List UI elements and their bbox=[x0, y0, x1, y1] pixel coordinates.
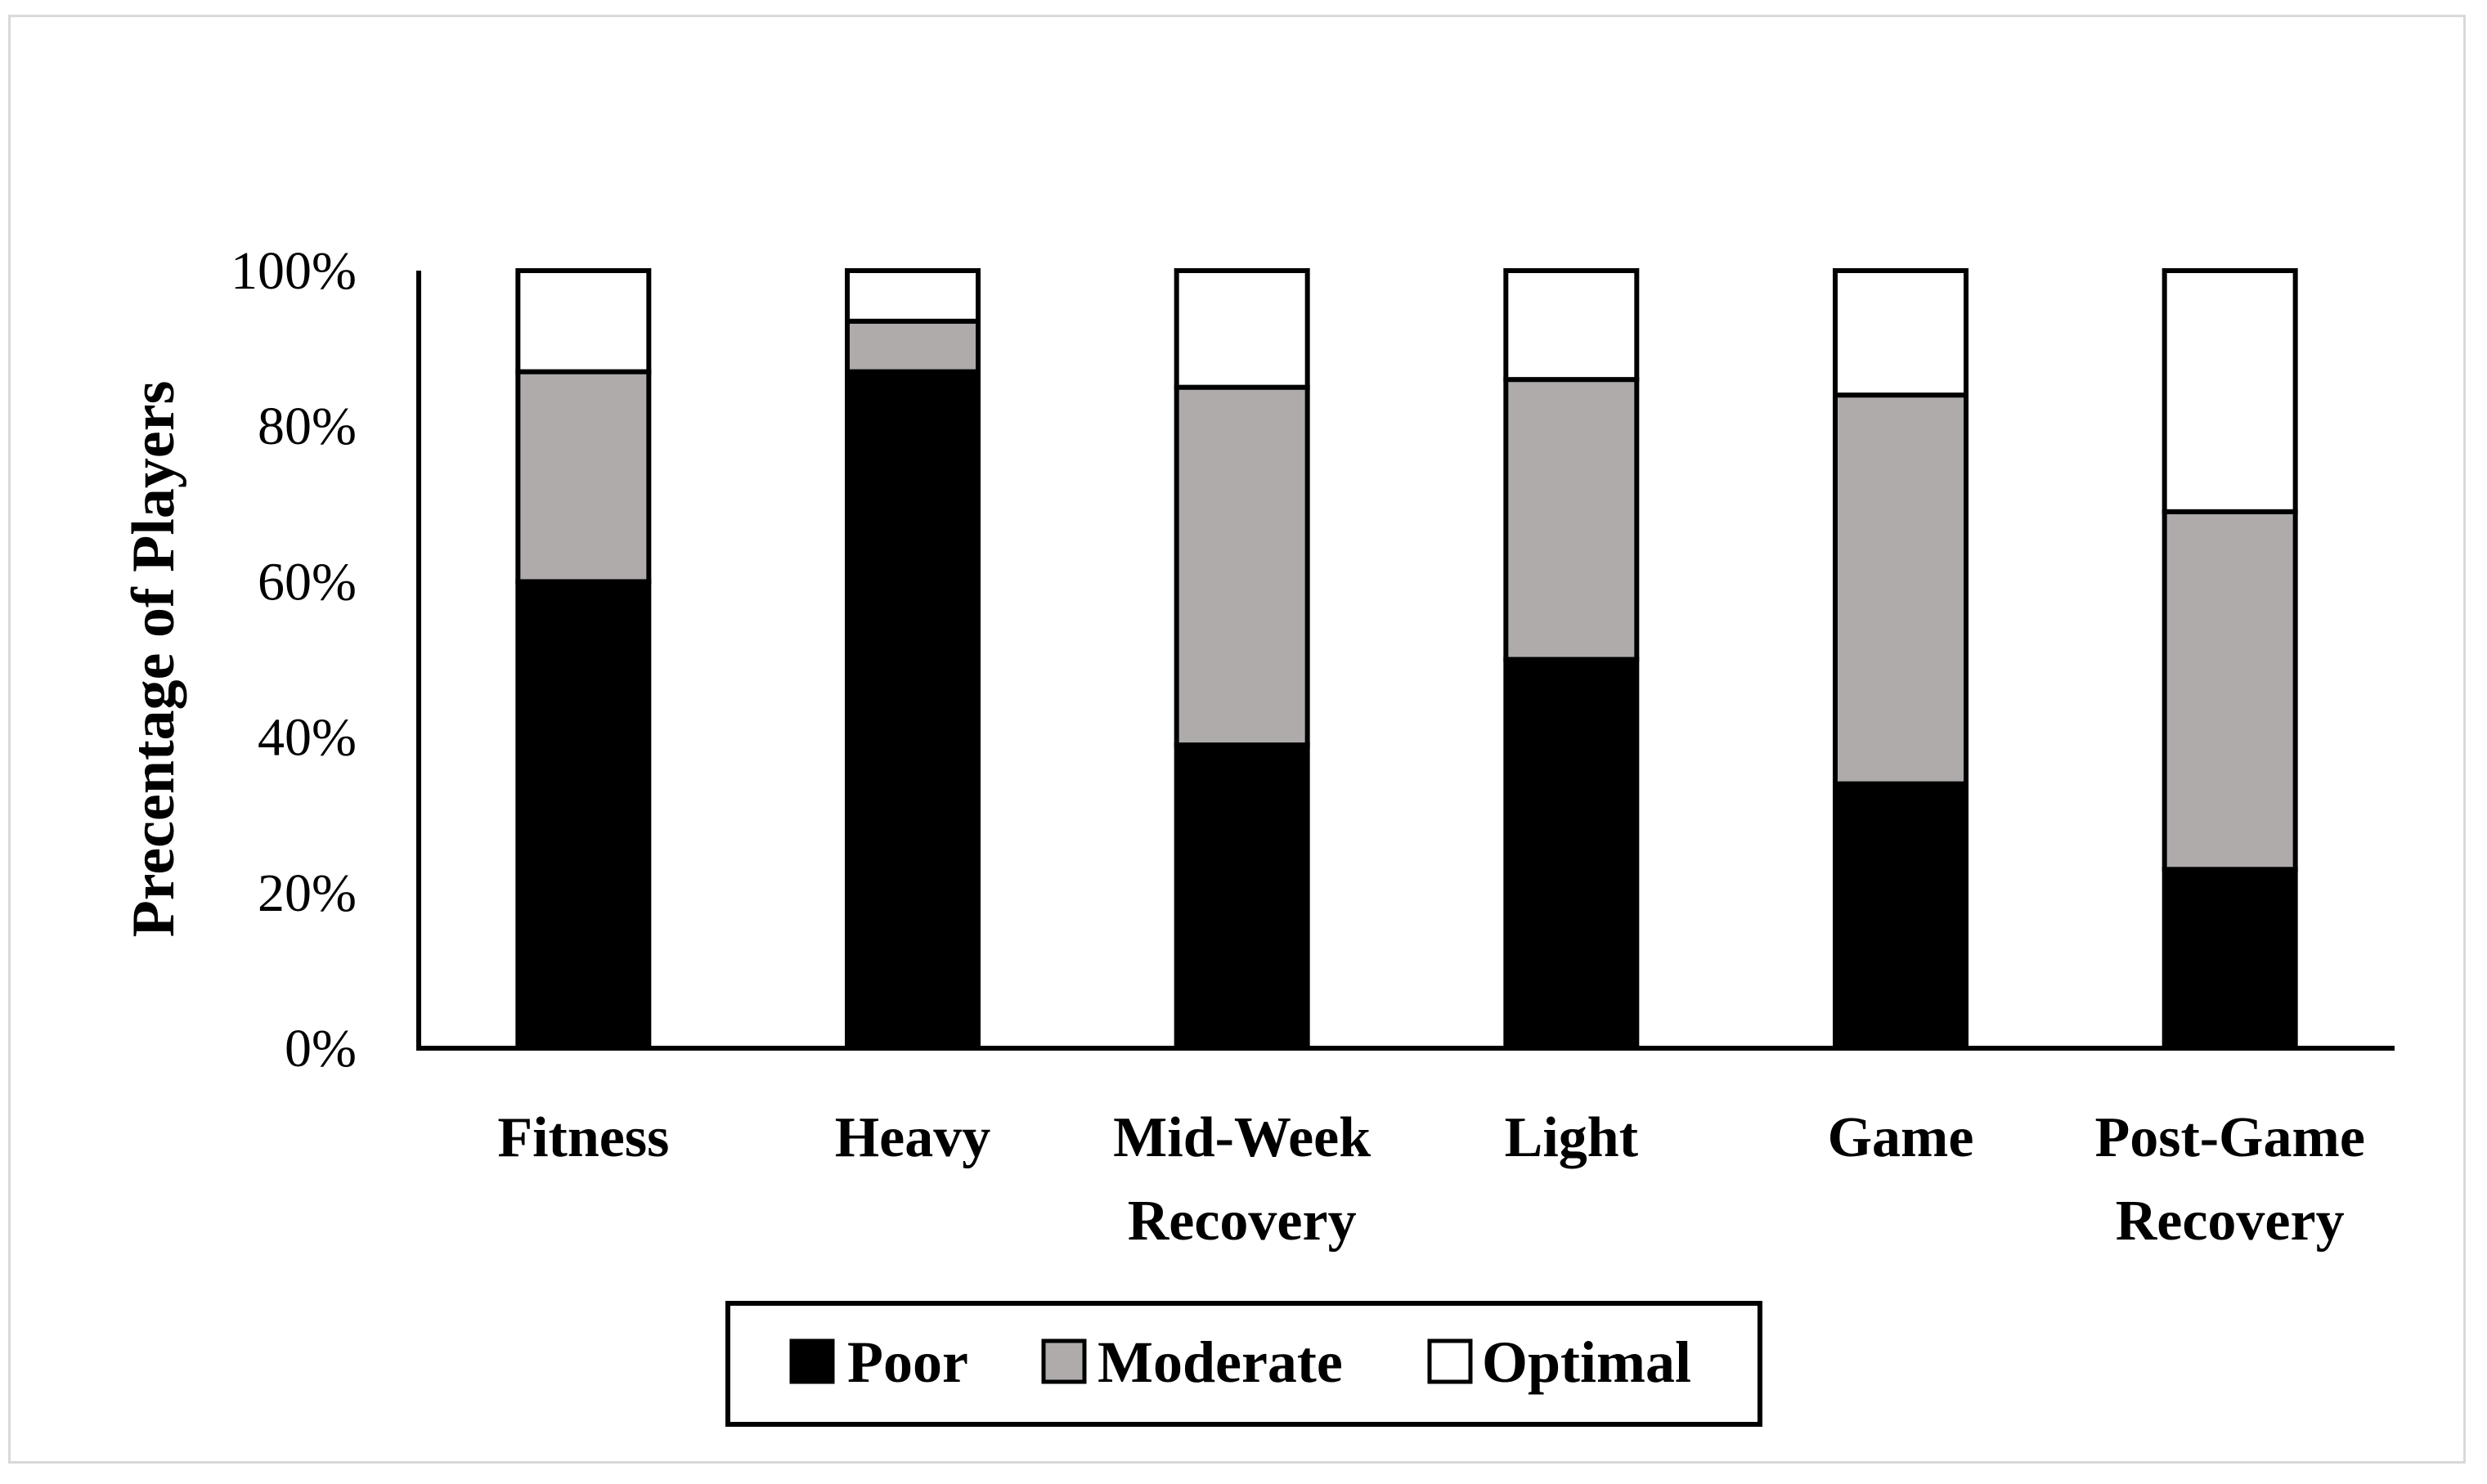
legend-swatch-moderate bbox=[1041, 1338, 1087, 1384]
axes bbox=[416, 271, 2395, 1051]
category-label: Light bbox=[1505, 1106, 1638, 1169]
bar-poor-heavy bbox=[845, 369, 981, 1051]
category-label: Recovery bbox=[1128, 1190, 1357, 1253]
category-label: Post-Game bbox=[2094, 1106, 2364, 1169]
bar-optimal-light bbox=[1503, 268, 1640, 383]
legend-label-moderate: Moderate bbox=[1098, 1329, 1343, 1395]
bar-optimal-fitness bbox=[515, 268, 652, 374]
bar-poor-fitness bbox=[515, 579, 652, 1051]
bar-moderate-light bbox=[1503, 377, 1640, 662]
y-axis-title: Precentage of Players bbox=[120, 381, 187, 938]
y-tick-label: 60% bbox=[258, 552, 357, 612]
legend-swatch-optimal bbox=[1427, 1338, 1473, 1384]
legend-label-poor: Poor bbox=[847, 1329, 968, 1395]
bar-optimal-mid-week-recovery bbox=[1174, 268, 1310, 390]
bar-optimal-game bbox=[1833, 268, 1969, 398]
legend-swatch-poor bbox=[789, 1338, 835, 1384]
legend-box bbox=[725, 1301, 1762, 1427]
bar-moderate-fitness bbox=[515, 369, 652, 585]
bars bbox=[515, 268, 2298, 1051]
category-label: Game bbox=[1828, 1106, 1974, 1169]
category-label: Mid-Week bbox=[1113, 1106, 1371, 1169]
category-label: Recovery bbox=[2116, 1190, 2345, 1253]
y-tick-label: 40% bbox=[258, 708, 357, 768]
category-labels: Fitness Heavy Mid-Week Recovery Light Game Pos… bbox=[497, 1106, 2365, 1253]
bar-moderate-mid-week-recovery bbox=[1174, 384, 1310, 748]
y-tick-labels: 0% 20% 40% 60% 80% 100% bbox=[231, 241, 357, 1078]
y-tick-label: 100% bbox=[231, 241, 357, 301]
legend: Poor Moderate Optimal bbox=[725, 1301, 1762, 1427]
bar-poor-post-game-recovery bbox=[2162, 867, 2298, 1051]
bar-moderate-heavy bbox=[845, 318, 981, 374]
bar-poor-mid-week-recovery bbox=[1174, 742, 1310, 1051]
category-label: Heavy bbox=[835, 1106, 991, 1169]
bar-poor-game bbox=[1833, 781, 1969, 1051]
bar-optimal-heavy bbox=[845, 268, 981, 324]
legend-label-optimal: Optimal bbox=[1482, 1329, 1691, 1395]
bar-optimal-post-game-recovery bbox=[2162, 268, 2298, 514]
y-tick-label: 0% bbox=[285, 1019, 357, 1078]
bar-moderate-game bbox=[1833, 392, 1969, 787]
y-axis-title-group: Precentage of Players bbox=[120, 381, 187, 938]
category-label: Fitness bbox=[497, 1106, 669, 1169]
bar-poor-light bbox=[1503, 657, 1640, 1051]
y-tick-label: 80% bbox=[258, 397, 357, 456]
bar-moderate-post-game-recovery bbox=[2162, 509, 2298, 872]
y-tick-label: 20% bbox=[258, 863, 357, 923]
